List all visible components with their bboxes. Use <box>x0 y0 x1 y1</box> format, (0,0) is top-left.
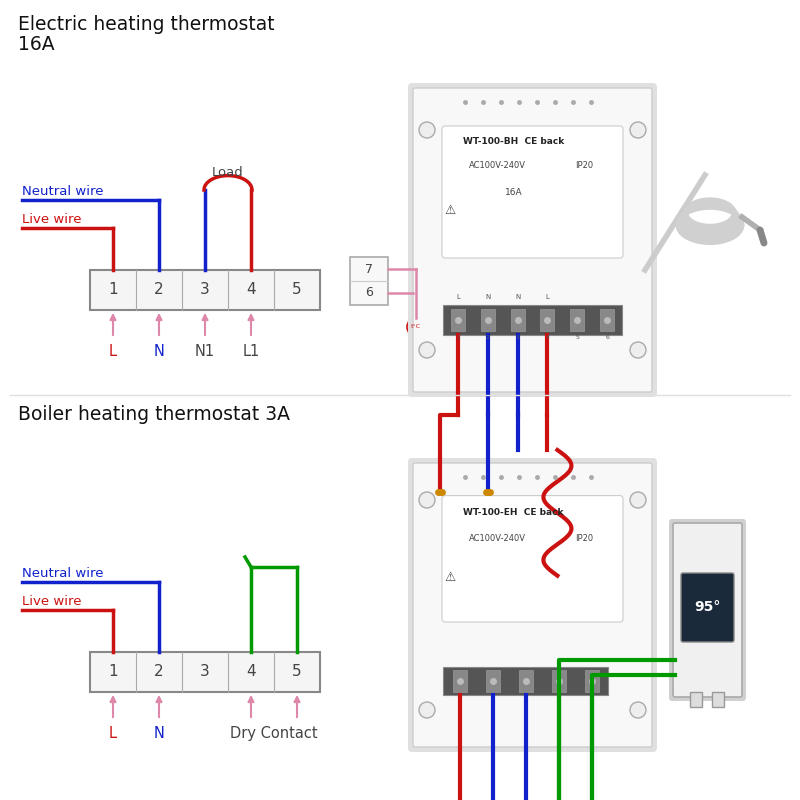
Text: AC100V-240V: AC100V-240V <box>469 161 526 170</box>
FancyBboxPatch shape <box>443 667 608 695</box>
Text: ⚠: ⚠ <box>444 570 456 583</box>
FancyBboxPatch shape <box>451 309 465 331</box>
Text: WT-100-BH  CE back: WT-100-BH CE back <box>463 137 564 146</box>
Circle shape <box>419 702 435 718</box>
Text: N: N <box>154 726 165 741</box>
Text: 1: 1 <box>108 282 118 298</box>
Circle shape <box>407 318 425 336</box>
Text: 4: 4 <box>246 282 256 298</box>
Text: 16A: 16A <box>505 188 522 197</box>
Text: IP20: IP20 <box>575 161 594 170</box>
Text: 3: 3 <box>200 665 210 679</box>
Text: 3: 3 <box>515 335 519 340</box>
FancyBboxPatch shape <box>690 692 702 707</box>
Circle shape <box>419 492 435 508</box>
FancyBboxPatch shape <box>413 463 652 747</box>
Text: 2: 2 <box>486 335 490 340</box>
Text: 1: 1 <box>108 665 118 679</box>
Text: 5: 5 <box>292 665 302 679</box>
Circle shape <box>630 122 646 138</box>
FancyBboxPatch shape <box>570 309 584 331</box>
FancyBboxPatch shape <box>408 83 657 397</box>
Text: 4: 4 <box>546 335 550 340</box>
Text: N: N <box>485 294 490 300</box>
FancyBboxPatch shape <box>541 309 554 331</box>
FancyBboxPatch shape <box>518 670 533 692</box>
FancyBboxPatch shape <box>453 670 466 692</box>
Text: L: L <box>456 294 460 300</box>
Text: 7: 7 <box>365 263 373 276</box>
Text: 4: 4 <box>246 665 256 679</box>
Text: N: N <box>154 344 165 359</box>
Text: 5: 5 <box>292 282 302 298</box>
FancyBboxPatch shape <box>510 309 525 331</box>
Text: Neutral wire: Neutral wire <box>22 185 103 198</box>
FancyBboxPatch shape <box>90 270 320 310</box>
Text: Neutral wire: Neutral wire <box>22 567 103 580</box>
Text: Boiler heating thermostat 3A: Boiler heating thermostat 3A <box>18 405 290 424</box>
FancyBboxPatch shape <box>681 573 734 642</box>
FancyBboxPatch shape <box>408 458 657 752</box>
Text: 5: 5 <box>575 335 579 340</box>
FancyBboxPatch shape <box>442 495 623 622</box>
FancyBboxPatch shape <box>585 670 598 692</box>
Text: Dry Contact: Dry Contact <box>230 726 318 741</box>
Text: L: L <box>109 726 117 741</box>
Text: L1: L1 <box>242 344 260 359</box>
FancyBboxPatch shape <box>90 652 320 692</box>
Text: 2: 2 <box>154 282 164 298</box>
FancyBboxPatch shape <box>551 670 566 692</box>
Text: 6: 6 <box>365 286 373 299</box>
Text: t°C: t°C <box>411 325 421 330</box>
Text: N: N <box>515 294 520 300</box>
Text: L: L <box>109 344 117 359</box>
Text: Electric heating thermostat: Electric heating thermostat <box>18 15 274 34</box>
FancyBboxPatch shape <box>600 309 614 331</box>
FancyBboxPatch shape <box>712 692 724 707</box>
Text: 3: 3 <box>200 282 210 298</box>
FancyBboxPatch shape <box>669 519 746 701</box>
Text: AC100V-240V: AC100V-240V <box>469 534 526 542</box>
FancyBboxPatch shape <box>442 126 623 258</box>
Text: IP20: IP20 <box>575 534 594 542</box>
Circle shape <box>630 702 646 718</box>
FancyBboxPatch shape <box>673 523 742 697</box>
FancyBboxPatch shape <box>443 305 622 335</box>
Circle shape <box>419 342 435 358</box>
FancyBboxPatch shape <box>486 670 499 692</box>
Circle shape <box>419 122 435 138</box>
FancyBboxPatch shape <box>481 309 494 331</box>
Text: Live wire: Live wire <box>22 213 82 226</box>
Circle shape <box>630 492 646 508</box>
Text: Load: Load <box>212 166 244 179</box>
Text: WT-100-EH  CE back: WT-100-EH CE back <box>463 509 564 518</box>
Text: 1: 1 <box>456 335 460 340</box>
Text: 6: 6 <box>605 335 609 340</box>
Text: 16A: 16A <box>18 35 54 54</box>
FancyBboxPatch shape <box>350 257 388 305</box>
Text: Live wire: Live wire <box>22 595 82 608</box>
FancyBboxPatch shape <box>413 88 652 392</box>
Text: L: L <box>546 294 550 300</box>
Text: 95°: 95° <box>694 600 721 614</box>
Text: N1: N1 <box>195 344 215 359</box>
Text: 2: 2 <box>154 665 164 679</box>
Text: ⚠: ⚠ <box>444 203 456 217</box>
Circle shape <box>630 342 646 358</box>
